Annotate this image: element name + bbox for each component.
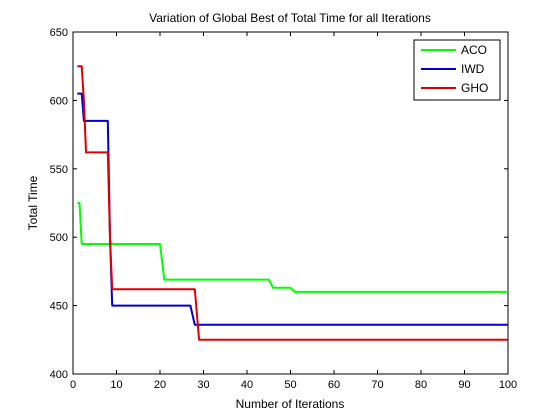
x-tick-label: 80 xyxy=(415,379,427,391)
x-tick-label: 90 xyxy=(458,379,470,391)
y-tick-label: 650 xyxy=(50,27,68,39)
series-line-gho xyxy=(77,65,508,341)
legend: ACO IWD GHO xyxy=(413,39,501,101)
x-tick-label: 0 xyxy=(70,379,76,391)
y-tick-label: 500 xyxy=(50,232,68,244)
chart-title: Variation of Global Best of Total Time f… xyxy=(149,11,431,25)
y-tick-label: 600 xyxy=(50,95,68,107)
x-tick-label: 10 xyxy=(110,379,122,391)
x-axis-label: Number of Iterations xyxy=(236,397,345,411)
y-tick-label: 450 xyxy=(50,301,68,313)
legend-label-aco: ACO xyxy=(461,43,487,57)
x-tick-label: 30 xyxy=(197,379,209,391)
series-group xyxy=(77,65,508,341)
legend-label-iwd: IWD xyxy=(461,62,485,76)
x-tick-label: 100 xyxy=(499,379,517,391)
x-tick-label: 40 xyxy=(241,379,253,391)
y-tick-label: 550 xyxy=(50,164,68,176)
x-tick-label: 60 xyxy=(328,379,340,391)
x-tick-label: 70 xyxy=(371,379,383,391)
series-line-aco xyxy=(77,202,508,293)
y-tick-label: 400 xyxy=(50,369,68,381)
x-tick-label: 50 xyxy=(284,379,296,391)
ticks-group: 0 10 20 30 40 50 60 70 80 90 100 400 450 500 550 600 650 xyxy=(50,27,518,391)
x-tick-label: 20 xyxy=(154,379,166,391)
y-axis-label: Total Time xyxy=(26,175,40,230)
legend-label-gho: GHO xyxy=(461,81,488,95)
